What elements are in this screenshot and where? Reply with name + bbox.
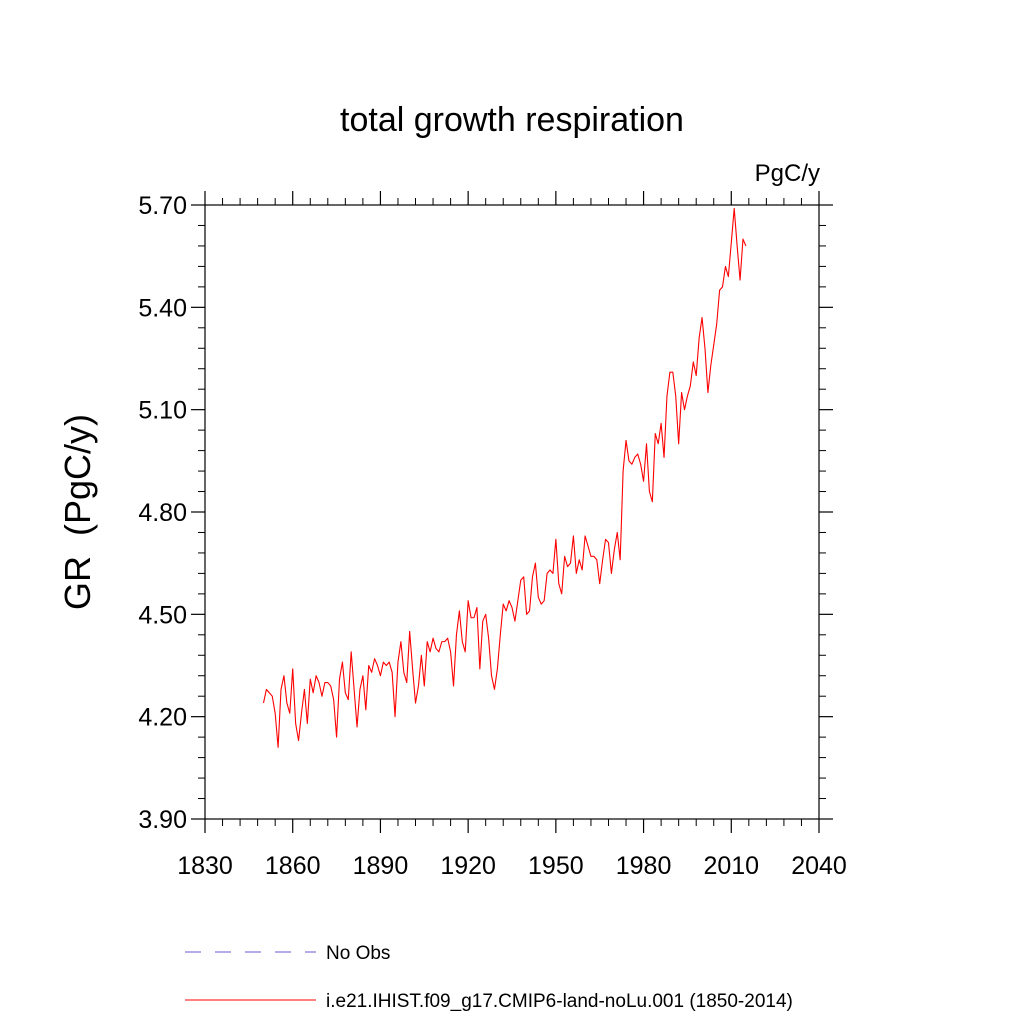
y-tick-label: 4.50 <box>138 601 187 629</box>
y-tick-label: 4.80 <box>138 499 187 527</box>
legend: No Obs i.e21.IHIST.f09_g17.CMIP6-land-no… <box>185 943 793 1012</box>
y-tick-label: 5.70 <box>138 192 187 220</box>
x-tick-label: 1950 <box>528 852 584 880</box>
legend-label-model: i.e21.IHIST.f09_g17.CMIP6-land-noLu.001 … <box>326 991 793 1012</box>
plot-frame <box>204 204 820 820</box>
x-tick-labels: 1830 1860 1890 1920 1950 1980 2010 2040 <box>177 852 847 880</box>
y-tick-label: 4.20 <box>138 704 187 732</box>
x-tick-label: 2010 <box>703 852 759 880</box>
x-tick-label: 1920 <box>440 852 496 880</box>
y-tick-labels: 3.90 4.20 4.50 4.80 5.10 5.40 5.70 <box>138 192 187 834</box>
x-tick-label: 1860 <box>265 852 321 880</box>
y-tick-label: 3.90 <box>138 806 187 834</box>
x-tick-label: 1890 <box>353 852 409 880</box>
y-tick-label: 5.10 <box>138 397 187 425</box>
y-tick-label: 5.40 <box>138 294 187 322</box>
chart-title: total growth respiration <box>340 101 684 139</box>
units-label: PgC/y <box>755 160 820 187</box>
x-tick-label: 1980 <box>616 852 672 880</box>
minor-ticks <box>198 198 826 826</box>
legend-label-no-obs: No Obs <box>326 943 390 964</box>
major-ticks <box>191 191 833 833</box>
x-tick-label: 2040 <box>791 852 847 880</box>
y-axis-label: GR (PgC/y) <box>57 414 98 610</box>
x-tick-label: 1830 <box>177 852 233 880</box>
series-line-model <box>262 207 747 748</box>
